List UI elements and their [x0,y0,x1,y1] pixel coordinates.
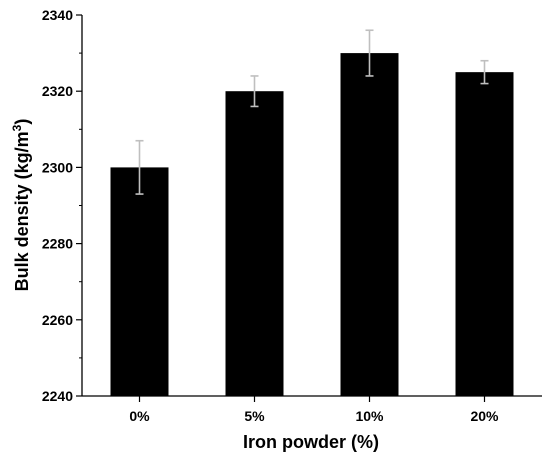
y-tick-label-2300: 2300 [42,159,73,175]
error-bar-0pct [135,139,144,195]
error-bar-20pct [480,59,489,85]
y-tick-label-2320: 2320 [42,83,73,99]
y-tick-label-2240: 2240 [42,388,73,404]
bar-10pct [340,53,399,396]
ticks-layer: 0% 5% 10% 20% 2240 2260 2280 2300 2320 2340 [42,7,499,424]
x-tick-label-0pct: 0% [129,408,150,424]
error-bar-10pct [365,29,374,77]
y-axis-title-superscript: 3 [10,124,24,131]
error-bars-layer [135,29,489,195]
y-axis-title: Bulk density (kg/m3) [10,119,32,292]
y-tick-label-2340: 2340 [42,7,73,23]
y-tick-label-2260: 2260 [42,312,73,328]
x-tick-label-10pct: 10% [355,408,384,424]
error-bar-5pct [250,75,259,108]
x-axis-title: Iron powder (%) [243,432,379,452]
x-tick-label-20pct: 20% [470,408,499,424]
y-axis-title-end: ) [12,119,32,125]
y-tick-label-2280: 2280 [42,236,73,252]
bars-layer [110,53,514,397]
bar-5pct [225,91,284,396]
bar-0pct [110,167,169,396]
bar-20pct [455,72,514,397]
x-tick-label-5pct: 5% [244,408,265,424]
y-axis-title-main: Bulk density (kg/m [12,131,32,291]
